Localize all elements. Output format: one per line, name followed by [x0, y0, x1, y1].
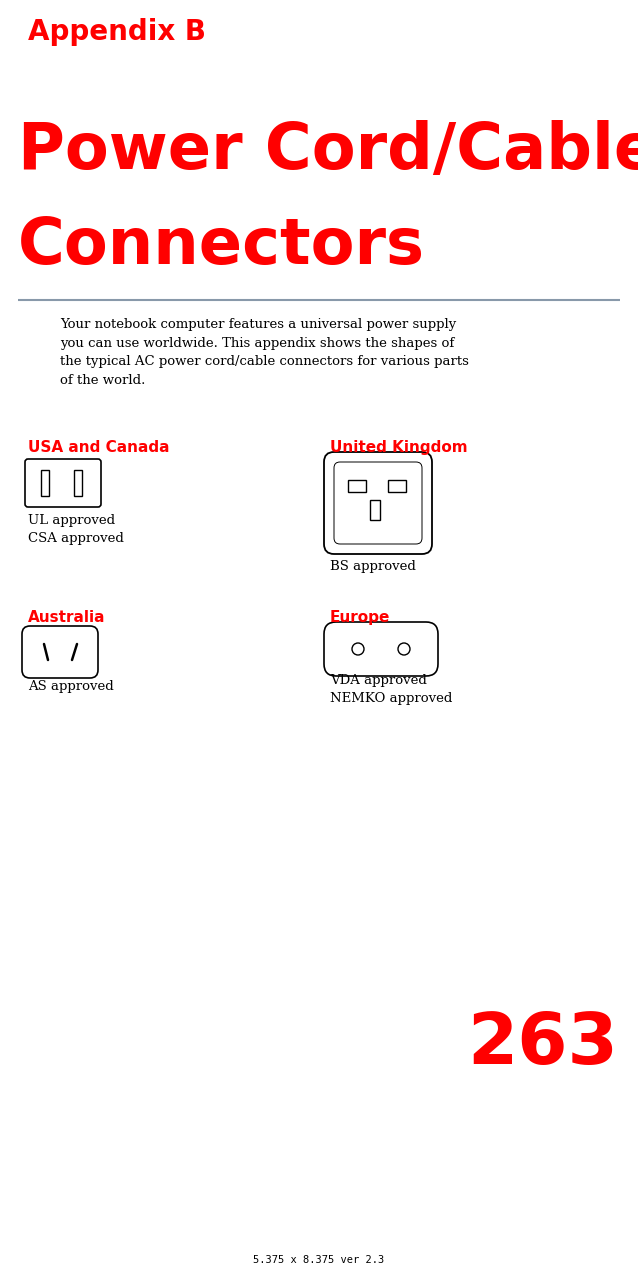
- Text: Your notebook computer features a universal power supply
you can use worldwide. : Your notebook computer features a univer…: [60, 318, 469, 386]
- Circle shape: [352, 643, 364, 655]
- FancyBboxPatch shape: [324, 452, 432, 554]
- Bar: [348, 480, 366, 492]
- Text: Connectors: Connectors: [18, 215, 425, 277]
- FancyBboxPatch shape: [22, 627, 98, 677]
- FancyBboxPatch shape: [334, 461, 422, 544]
- Text: Australia: Australia: [28, 610, 105, 625]
- Bar: [41, 470, 49, 496]
- Text: AS approved: AS approved: [28, 680, 114, 693]
- FancyBboxPatch shape: [25, 459, 101, 507]
- Text: United Kingdom: United Kingdom: [330, 440, 468, 455]
- Text: Europe: Europe: [330, 610, 390, 625]
- Bar: [388, 480, 406, 492]
- Bar: [370, 500, 380, 520]
- Circle shape: [398, 643, 410, 655]
- Text: 263: 263: [467, 1010, 618, 1079]
- Text: VDA approved
NEMKO approved: VDA approved NEMKO approved: [330, 674, 452, 705]
- FancyBboxPatch shape: [324, 622, 438, 676]
- Text: Appendix B: Appendix B: [28, 18, 206, 46]
- Text: USA and Canada: USA and Canada: [28, 440, 170, 455]
- Text: 5.375 x 8.375 ver 2.3: 5.375 x 8.375 ver 2.3: [253, 1254, 385, 1265]
- Text: Power Cord/Cable: Power Cord/Cable: [18, 119, 638, 182]
- Bar: [74, 470, 82, 496]
- Text: UL approved
CSA approved: UL approved CSA approved: [28, 513, 124, 545]
- Text: BS approved: BS approved: [330, 561, 416, 573]
